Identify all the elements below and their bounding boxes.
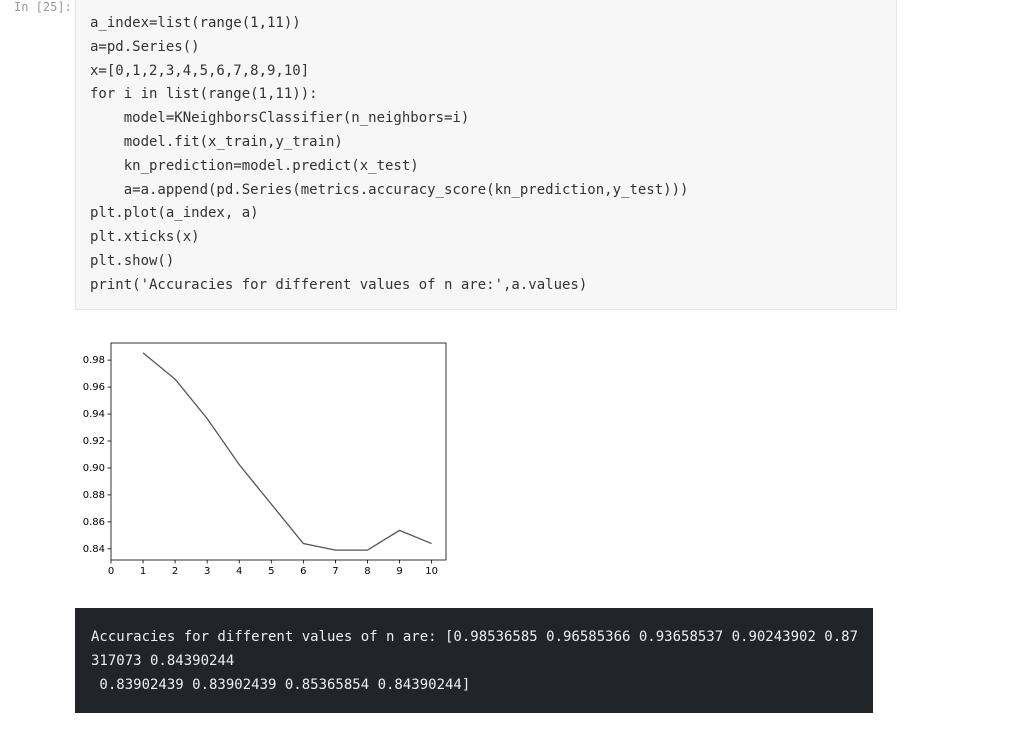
x-tick-label: 4 (236, 566, 242, 577)
x-tick-label: 9 (396, 566, 402, 577)
prompt: In [25]: (14, 0, 72, 14)
code-line: print('Accuracies for different values o… (90, 276, 588, 293)
code-line: x=[0,1,2,3,4,5,6,7,8,9,10] (90, 62, 310, 79)
line (142, 352, 432, 551)
code: a_index=list(range(1,11)) a=pd.Series() x=… (90, 12, 688, 298)
x-tick-label: 1 (140, 566, 146, 577)
code-line: plt.show() (90, 252, 175, 269)
code-line: plt.plot(a_index, a) (90, 205, 259, 222)
y-tick-label: 0.94 (83, 409, 105, 420)
output: Accuracies for different values of n are… (75, 608, 873, 713)
output-line: 0.83902439 0.83902439 0.85365854 0.84390… (91, 677, 471, 693)
output-line: 317073 0.84390244 (91, 653, 235, 669)
x-tick-label: 6 (300, 566, 306, 577)
x-tick-label: 2 (172, 566, 178, 577)
code-line: model.fit(x_train,y_train) (90, 133, 343, 150)
y-tick-label: 0.98 (83, 355, 105, 366)
code-line: plt.xticks(x) (90, 229, 200, 246)
code-line: a=a.append(pd.Series(metrics.accuracy_sc… (90, 181, 689, 198)
x-tick-label: 8 (364, 566, 370, 577)
y-tick-label: 0.96 (83, 382, 105, 393)
code-line: a=pd.Series() (90, 38, 200, 55)
x-tick-label: 3 (204, 566, 210, 577)
code-line: model=KNeighborsClassifier(n_neighbors=i… (90, 110, 470, 127)
output-text: Accuracies for different values of n are… (91, 625, 858, 697)
x-tick-label: 10 (425, 566, 438, 577)
y-tick-label: 0.92 (83, 436, 105, 447)
chart: 0 1 2 3 4 5 6 7 8 9 10 0.84 0.86 0.88 0.90 0.92 0.94 0.96… (83, 342, 447, 577)
code-line: a_index=list(range(1,11)) (90, 15, 301, 31)
code-line: kn_prediction=model.predict(x_test) (90, 157, 419, 174)
x-tick-label: 5 (268, 566, 274, 577)
y-tick-label: 0.84 (83, 544, 105, 555)
y-tick-label: 0.86 (83, 517, 105, 528)
x-tick-label: 7 (332, 566, 338, 577)
code-line: for i in list(range(1,11)): (90, 86, 318, 103)
plot-frame (110, 342, 447, 561)
x-tick-label: 0 (108, 566, 114, 577)
code-cell[interactable]: a_index=list(range(1,11)) a=pd.Series() x=… (75, 0, 897, 310)
y-tick-label: 0.88 (83, 490, 105, 501)
output-line: Accuracies for different values of n are… (91, 629, 859, 645)
y-tick-label: 0.90 (83, 463, 105, 474)
